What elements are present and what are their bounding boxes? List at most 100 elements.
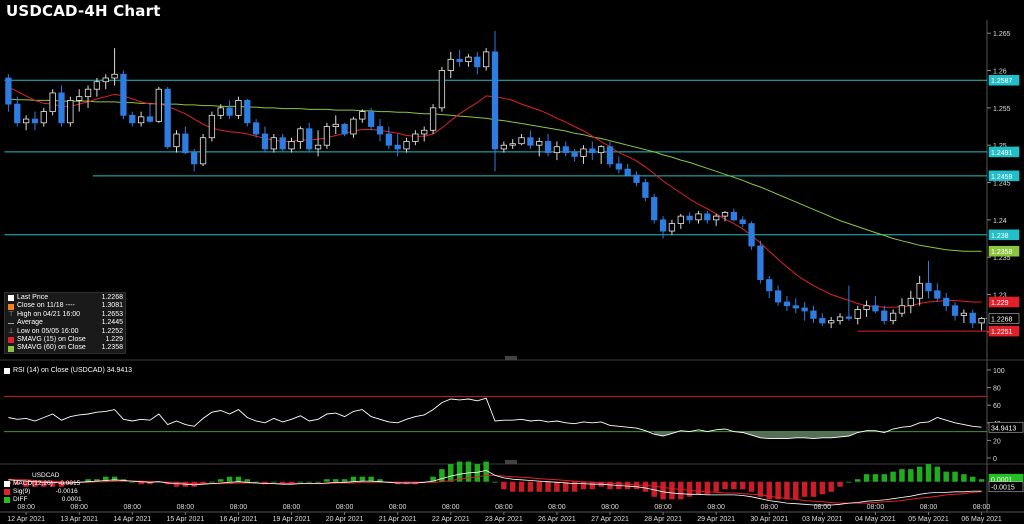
macd-diff-bar: [925, 464, 932, 482]
last-price-swatch: [8, 295, 14, 302]
candle-body: [120, 73, 127, 116]
candle-body: [474, 56, 481, 68]
x-date-label: 22 Apr 2021: [432, 516, 470, 523]
candle-up: [359, 109, 366, 123]
y-tick-label: 1.255: [993, 106, 1011, 113]
candle-body: [828, 320, 835, 324]
candle-up: [76, 89, 83, 112]
legend-label: MACD(12,26): [13, 480, 53, 487]
macd-diff-bar: [624, 481, 631, 490]
macd-legend: USDCAD MACD(12,26) -0.0015 Sig(9) -0.001…: [4, 472, 82, 504]
candle-up: [421, 126, 428, 142]
macd-legend-macd: MACD(12,26) -0.0015: [4, 480, 82, 488]
candle-up: [40, 107, 47, 127]
legend-label: Sig(9): [13, 488, 31, 495]
x-date-label: 21 Apr 2021: [379, 516, 417, 523]
macd-diff-bar: [279, 481, 286, 485]
macd-diff-bar: [766, 481, 772, 500]
candle-up: [323, 122, 331, 149]
legend-label: Average: [17, 319, 43, 327]
candle-body: [553, 146, 561, 154]
x-time-label: 08:00: [230, 504, 248, 511]
macd-diff-bar: [456, 461, 463, 482]
candle-up: [536, 137, 543, 157]
price-axis-tag: [988, 325, 1020, 337]
macd-diff-bar: [757, 481, 764, 497]
candle-down: [31, 111, 39, 131]
candle-down: [191, 148, 198, 172]
candle-up: [465, 54, 472, 67]
macd-diff-bar: [350, 476, 357, 482]
candle-body: [774, 290, 782, 303]
macd-diff-bar: [306, 481, 312, 483]
macd-signal-line: [8, 474, 982, 504]
candle-body: [226, 107, 233, 116]
candle-body: [412, 133, 419, 142]
macd-diff-bar: [890, 471, 896, 482]
candle-body: [182, 133, 189, 154]
legend-label: Last Price: [17, 294, 49, 301]
macd-diff-bar: [173, 481, 180, 487]
candle-up: [509, 139, 516, 149]
candle-body: [164, 88, 171, 148]
legend-label: SMAVG (15) on Close: [17, 336, 86, 344]
candle-up: [93, 78, 101, 97]
legend-value: 1.2252: [101, 327, 123, 335]
x-date-label: 14 Apr 2021: [113, 516, 151, 523]
candle-up: [854, 305, 861, 325]
macd-diff-bar: [439, 469, 445, 482]
macd-diff-bar: [191, 481, 197, 487]
macd-diff-bar: [961, 474, 967, 482]
candle-body: [677, 215, 684, 224]
candle-down: [943, 293, 950, 311]
candle-up: [960, 309, 968, 323]
macd-diff-bar: [793, 481, 799, 500]
candle-body: [757, 245, 764, 280]
macd-diff-bar: [341, 479, 348, 482]
candle-body: [651, 197, 658, 221]
candle-down: [934, 283, 941, 302]
macd-diff-bar: [713, 481, 719, 492]
rsi-y-tick-label: 20: [993, 438, 1001, 445]
macd-diff-bar: [271, 481, 277, 483]
candle-body: [518, 137, 525, 145]
price-axis-tag-label: 1.238: [991, 233, 1009, 240]
macd-diff-bar: [23, 481, 29, 487]
candle-body: [217, 107, 224, 116]
candle-down: [456, 49, 463, 67]
candle-body: [624, 168, 631, 176]
candle-body: [527, 137, 534, 146]
macd-diff-bar: [209, 481, 215, 483]
candle-down: [845, 285, 853, 321]
candle-down: [615, 156, 622, 174]
x-time-label: 08:00: [124, 504, 142, 511]
macd-axis-tag-label: -0.0015: [991, 485, 1015, 492]
candle-down: [757, 240, 764, 284]
candle-body: [359, 111, 366, 120]
candle-body: [297, 128, 304, 142]
x-time-label: 08:00: [548, 504, 566, 511]
macd-header: USDCAD: [32, 472, 60, 479]
candle-up: [836, 313, 844, 325]
candle-body: [40, 111, 47, 124]
candle-body: [235, 100, 242, 116]
candle-body: [350, 118, 357, 135]
candle-body: [323, 126, 331, 146]
candle-body: [881, 310, 888, 322]
candle-down: [810, 305, 817, 323]
x-date-label: 12 Apr 2021: [7, 516, 45, 523]
legend-value: -0.0015: [58, 480, 81, 487]
candle-down: [969, 309, 976, 329]
macd-diff-bar: [899, 469, 905, 482]
candle-up: [713, 213, 720, 226]
candle-body: [668, 223, 676, 232]
candle-body: [819, 318, 826, 324]
candle-body: [792, 305, 799, 309]
macd-diff-bar: [32, 481, 38, 487]
macd-diff-bar: [235, 476, 242, 482]
candle-body: [5, 77, 12, 105]
candle-down: [120, 70, 127, 120]
candle-body: [22, 118, 30, 124]
high-arrow-icon: ⊤: [8, 311, 15, 319]
macd-diff-bar: [430, 476, 436, 482]
